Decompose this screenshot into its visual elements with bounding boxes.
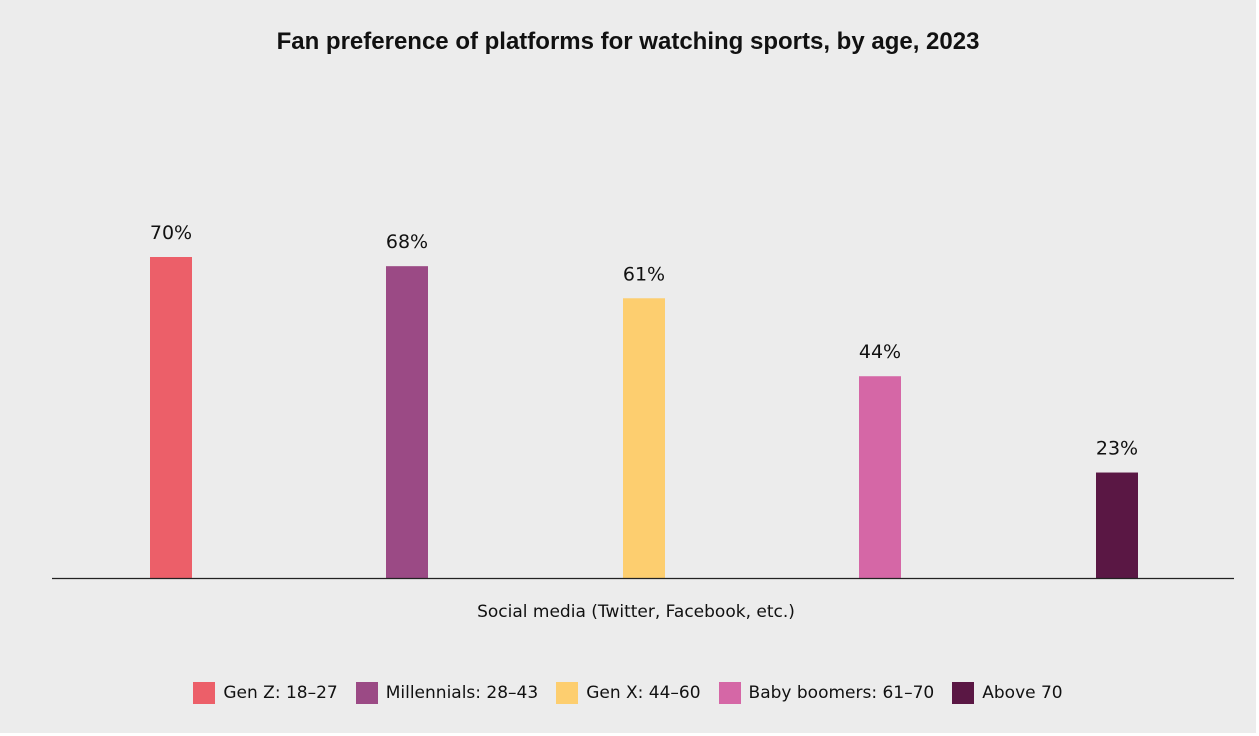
data-label-2: 61% — [623, 263, 665, 285]
legend-item-0: Gen Z: 18–27 — [193, 682, 338, 704]
legend-item-2: Gen X: 44–60 — [556, 682, 701, 704]
bar-1 — [386, 266, 428, 578]
chart-title: Fan preference of platforms for watching… — [276, 28, 980, 55]
legend-label-0: Gen Z: 18–27 — [223, 683, 338, 703]
legend: Gen Z: 18–27 Millennials: 28–43 Gen X: 44–… — [0, 682, 1256, 704]
legend-label-2: Gen X: 44–60 — [586, 683, 701, 703]
legend-item-4: Above 70 — [952, 682, 1063, 704]
legend-label-3: Baby boomers: 61–70 — [748, 683, 935, 703]
bar-2 — [623, 298, 665, 578]
legend-label-1: Millennials: 28–43 — [385, 683, 539, 703]
legend-swatch-1 — [355, 682, 378, 704]
data-label-1: 68% — [386, 231, 428, 253]
data-label-4: 23% — [1096, 438, 1138, 460]
legend-label-4: Above 70 — [982, 683, 1063, 703]
data-label-0: 70% — [150, 222, 192, 244]
bar-0 — [150, 257, 192, 578]
plot-area: 70% 68% 61% 44% 23% Social media (Twitter, Fa… — [52, 222, 1234, 622]
data-label-3: 44% — [859, 341, 901, 363]
legend-swatch-3 — [718, 682, 741, 704]
bar-4 — [1096, 472, 1138, 578]
category-label: Social media (Twitter, Facebook, etc.) — [477, 602, 795, 622]
legend-swatch-0 — [193, 682, 216, 704]
legend-item-3: Baby boomers: 61–70 — [718, 682, 935, 704]
legend-item-1: Millennials: 28–43 — [355, 682, 539, 704]
legend-swatch-4 — [952, 682, 975, 704]
legend-swatch-2 — [556, 682, 579, 704]
bar-3 — [859, 376, 901, 578]
